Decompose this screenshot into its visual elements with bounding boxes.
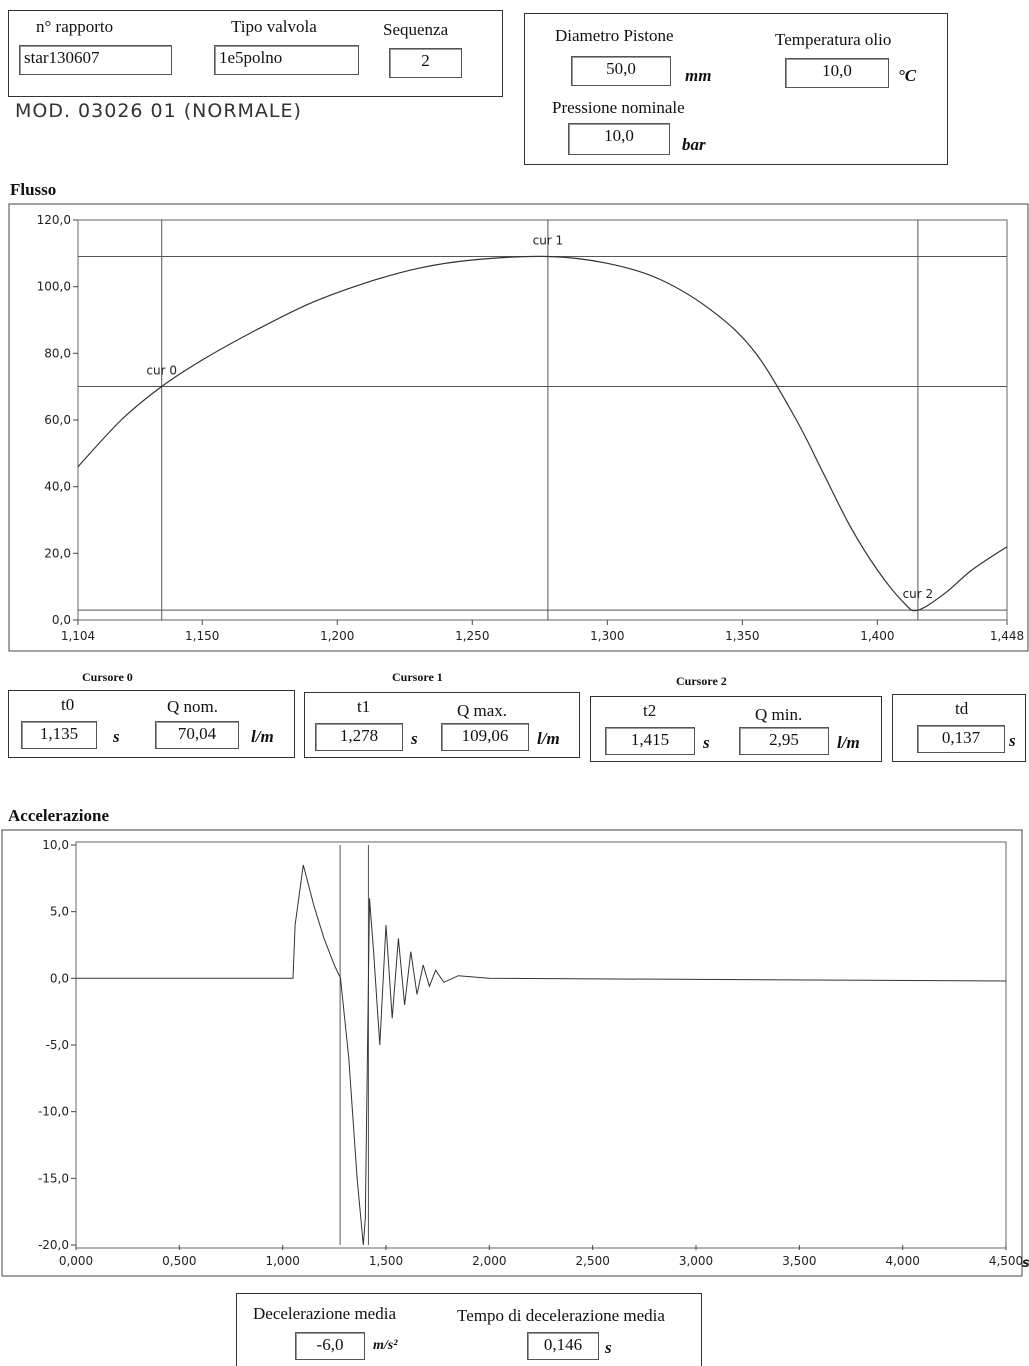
x-tick-label: 1,104 [61, 629, 95, 643]
cursor-0-label: cur 0 [146, 364, 177, 378]
qmin-field[interactable]: 2,95 [739, 727, 829, 755]
tipo-valvola-label: Tipo valvola [231, 17, 317, 36]
parameters-panel: Diametro Pistone 50,0 mm Temperatura oli… [524, 13, 948, 165]
cursore1-title: Cursore 1 [392, 670, 443, 684]
diametro-label: Diametro Pistone [555, 26, 674, 45]
y-tick-label: 10,0 [42, 838, 69, 852]
pressione-label: Pressione nominale [552, 98, 685, 117]
qnom-unit: l/m [251, 727, 274, 746]
report-info-panel: n° rapporto star130607 Tipo valvola 1e5p… [8, 10, 503, 97]
y-tick-label: 40,0 [44, 480, 71, 494]
x-tick-label: 2,000 [472, 1254, 506, 1268]
handwritten-note: MOD. 03026 01 (NORMALE) [15, 100, 302, 122]
sequenza-label: Sequenza [383, 20, 449, 39]
accelerazione-chart: -20,0 -15,0 -10,0 -5,0 0,0 5,0 10,0 0,000 0,500 1… [1, 829, 1029, 1277]
t1-label: t1 [357, 697, 371, 716]
x-tick-label: 3,000 [679, 1254, 713, 1268]
x-tick-label: 3,500 [782, 1254, 816, 1268]
x-tick-label: 1,250 [455, 629, 489, 643]
t2-unit: s [703, 733, 710, 752]
qmin-unit: l/m [837, 733, 860, 752]
cursore0-panel: t0 1,135 s Q nom. 70,04 l/m [8, 690, 295, 758]
pressione-field[interactable]: 10,0 [568, 123, 670, 155]
x-tick-label: 1,150 [185, 629, 219, 643]
temperatura-unit: °C [898, 66, 917, 85]
t2-field[interactable]: 1,415 [605, 727, 695, 755]
cursore1-panel: t1 1,278 s Q max. 109,06 l/m [304, 692, 580, 758]
cursore0-title: Cursore 0 [82, 670, 133, 684]
tipo-valvola-field[interactable]: 1e5polno [214, 45, 359, 75]
y-tick-label: -5,0 [46, 1038, 69, 1052]
x-axis-unit: s [1022, 1256, 1029, 1271]
y-tick-label: 100,0 [37, 280, 71, 294]
x-tick-label: 1,300 [590, 629, 624, 643]
x-tick-label: 0,500 [162, 1254, 196, 1268]
qmax-unit: l/m [537, 729, 560, 748]
temperatura-field[interactable]: 10,0 [785, 58, 889, 88]
x-tick-label: 1,500 [369, 1254, 403, 1268]
td-label: td [955, 699, 969, 718]
x-tick-label: 4,000 [885, 1254, 919, 1268]
tempo-label: Tempo di decelerazione media [457, 1306, 665, 1325]
t2-label: t2 [643, 701, 657, 720]
qnom-label: Q nom. [167, 697, 218, 716]
tempo-field[interactable]: 0,146 [527, 1332, 599, 1360]
y-tick-label: 0,0 [50, 971, 69, 985]
y-tick-label: 0,0 [52, 613, 71, 627]
deceleration-panel: Decelerazione media -6,0 m/s² Tempo di d… [236, 1293, 702, 1366]
t0-field[interactable]: 1,135 [21, 721, 97, 749]
td-panel: td 0,137 s [892, 694, 1026, 762]
x-tick-label: 1,200 [320, 629, 354, 643]
t0-unit: s [113, 727, 120, 746]
y-tick-label: -15,0 [38, 1171, 69, 1185]
accelerazione-title: Accelerazione [8, 806, 109, 825]
y-tick-label: 80,0 [44, 346, 71, 360]
td-field[interactable]: 0,137 [917, 725, 1005, 753]
x-tick-label: 1,000 [265, 1254, 299, 1268]
cursore2-panel: t2 1,415 s Q min. 2,95 l/m [590, 696, 882, 762]
t1-unit: s [411, 729, 418, 748]
t1-field[interactable]: 1,278 [315, 723, 403, 751]
flusso-chart: 0,0 20,0 40,0 60,0 80,0 100,0 120,0 1,104 1,150 1… [8, 203, 1029, 652]
tempo-unit: s [605, 1338, 612, 1357]
qmin-label: Q min. [755, 705, 803, 724]
pressione-unit: bar [682, 135, 706, 154]
cursore2-title: Cursore 2 [676, 674, 727, 688]
cursor-2-label: cur 2 [903, 587, 934, 601]
y-tick-label: 5,0 [50, 905, 69, 919]
x-tick-label: 2,500 [575, 1254, 609, 1268]
y-tick-label: 60,0 [44, 413, 71, 427]
td-unit: s [1009, 731, 1016, 750]
decel-label: Decelerazione media [253, 1304, 396, 1323]
cursor-1-label: cur 1 [533, 233, 564, 247]
x-tick-label: 4,500 [989, 1254, 1023, 1268]
decel-field[interactable]: -6,0 [295, 1332, 365, 1360]
decel-unit: m/s² [373, 1338, 398, 1353]
qnom-field[interactable]: 70,04 [155, 721, 239, 749]
qmax-label: Q max. [457, 701, 508, 720]
x-tick-label: 1,448 [990, 629, 1024, 643]
accelerazione-series-line [76, 864, 1007, 1246]
y-tick-label: -10,0 [38, 1105, 69, 1119]
temperatura-label: Temperatura olio [775, 30, 892, 49]
x-tick-label: 1,350 [725, 629, 759, 643]
rapporto-field[interactable]: star130607 [19, 45, 172, 75]
diametro-unit: mm [685, 66, 712, 85]
y-tick-label: 20,0 [44, 546, 71, 560]
qmax-field[interactable]: 109,06 [441, 723, 529, 751]
diametro-field[interactable]: 50,0 [571, 56, 671, 86]
rapporto-label: n° rapporto [36, 17, 114, 36]
x-tick-label: 0,000 [59, 1254, 93, 1268]
t0-label: t0 [61, 695, 75, 714]
x-tick-label: 1,400 [860, 629, 894, 643]
flusso-title: Flusso [10, 180, 57, 199]
y-tick-label: 120,0 [37, 213, 71, 227]
sequenza-field[interactable]: 2 [389, 48, 462, 78]
flusso-series-line [77, 255, 1008, 612]
y-tick-label: -20,0 [38, 1238, 69, 1252]
